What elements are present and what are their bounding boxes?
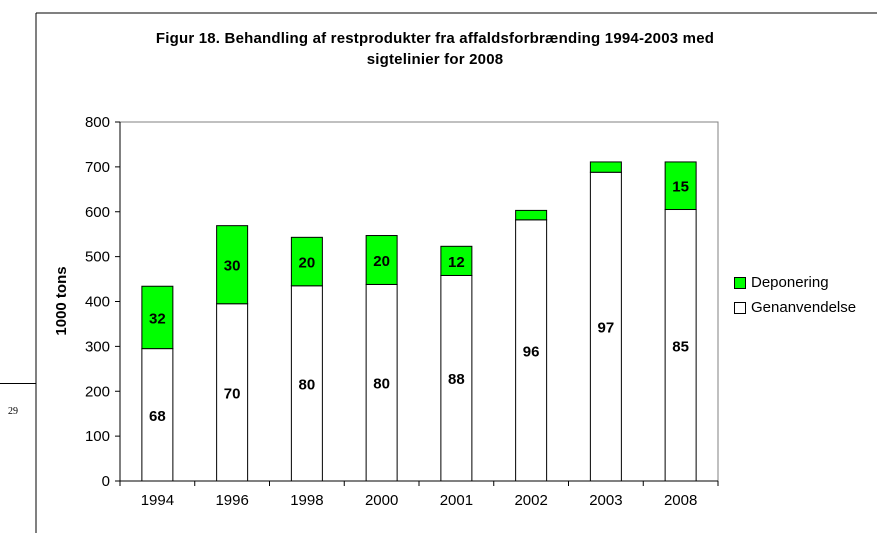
legend-swatch-genanvendelse bbox=[734, 302, 746, 314]
data-label-genanvendelse: 85 bbox=[672, 338, 689, 355]
data-label-genanvendelse: 96 bbox=[523, 343, 540, 360]
x-tick-label: 2000 bbox=[365, 492, 398, 509]
y-tick-label: 600 bbox=[85, 204, 110, 221]
page-marker-line bbox=[0, 383, 36, 384]
data-label-genanvendelse: 97 bbox=[598, 320, 615, 337]
bar-deponering bbox=[590, 162, 621, 172]
data-label-deponering: 15 bbox=[672, 179, 689, 196]
data-label-genanvendelse: 68 bbox=[149, 408, 166, 425]
data-label-deponering: 32 bbox=[149, 310, 166, 327]
y-tick-label: 400 bbox=[85, 294, 110, 311]
y-tick-label: 0 bbox=[102, 473, 110, 490]
legend: Deponering Genanvendelse bbox=[734, 270, 856, 320]
legend-item-genanvendelse: Genanvendelse bbox=[734, 295, 856, 320]
plot-area-border bbox=[120, 122, 718, 481]
data-label-deponering: 20 bbox=[299, 255, 316, 272]
x-tick-label: 2001 bbox=[440, 492, 473, 509]
page-number: 29 bbox=[8, 406, 18, 417]
x-tick-label: 2003 bbox=[589, 492, 622, 509]
x-tick-label: 2002 bbox=[514, 492, 547, 509]
y-axis-label: 1000 tons bbox=[53, 266, 70, 335]
data-label-genanvendelse: 70 bbox=[224, 385, 241, 402]
data-label-genanvendelse: 80 bbox=[299, 376, 316, 393]
legend-swatch-deponering bbox=[734, 277, 746, 289]
y-tick-label: 200 bbox=[85, 383, 110, 400]
data-label-deponering: 12 bbox=[448, 254, 465, 271]
x-tick-label: 1996 bbox=[215, 492, 248, 509]
legend-item-deponering: Deponering bbox=[734, 270, 856, 295]
y-tick-label: 100 bbox=[85, 428, 110, 445]
y-tick-label: 300 bbox=[85, 338, 110, 355]
data-label-genanvendelse: 80 bbox=[373, 376, 390, 393]
x-tick-label: 1998 bbox=[290, 492, 323, 509]
data-label-deponering: 20 bbox=[373, 253, 390, 270]
bar-deponering bbox=[516, 210, 547, 219]
data-label-deponering: 30 bbox=[224, 258, 241, 275]
y-tick-label: 700 bbox=[85, 159, 110, 176]
y-tick-label: 500 bbox=[85, 249, 110, 266]
y-tick-label: 800 bbox=[85, 114, 110, 131]
x-tick-label: 1994 bbox=[141, 492, 174, 509]
x-tick-label: 2008 bbox=[664, 492, 697, 509]
data-label-genanvendelse: 88 bbox=[448, 371, 465, 388]
legend-label-deponering: Deponering bbox=[751, 274, 829, 291]
legend-label-genanvendelse: Genanvendelse bbox=[751, 299, 856, 316]
